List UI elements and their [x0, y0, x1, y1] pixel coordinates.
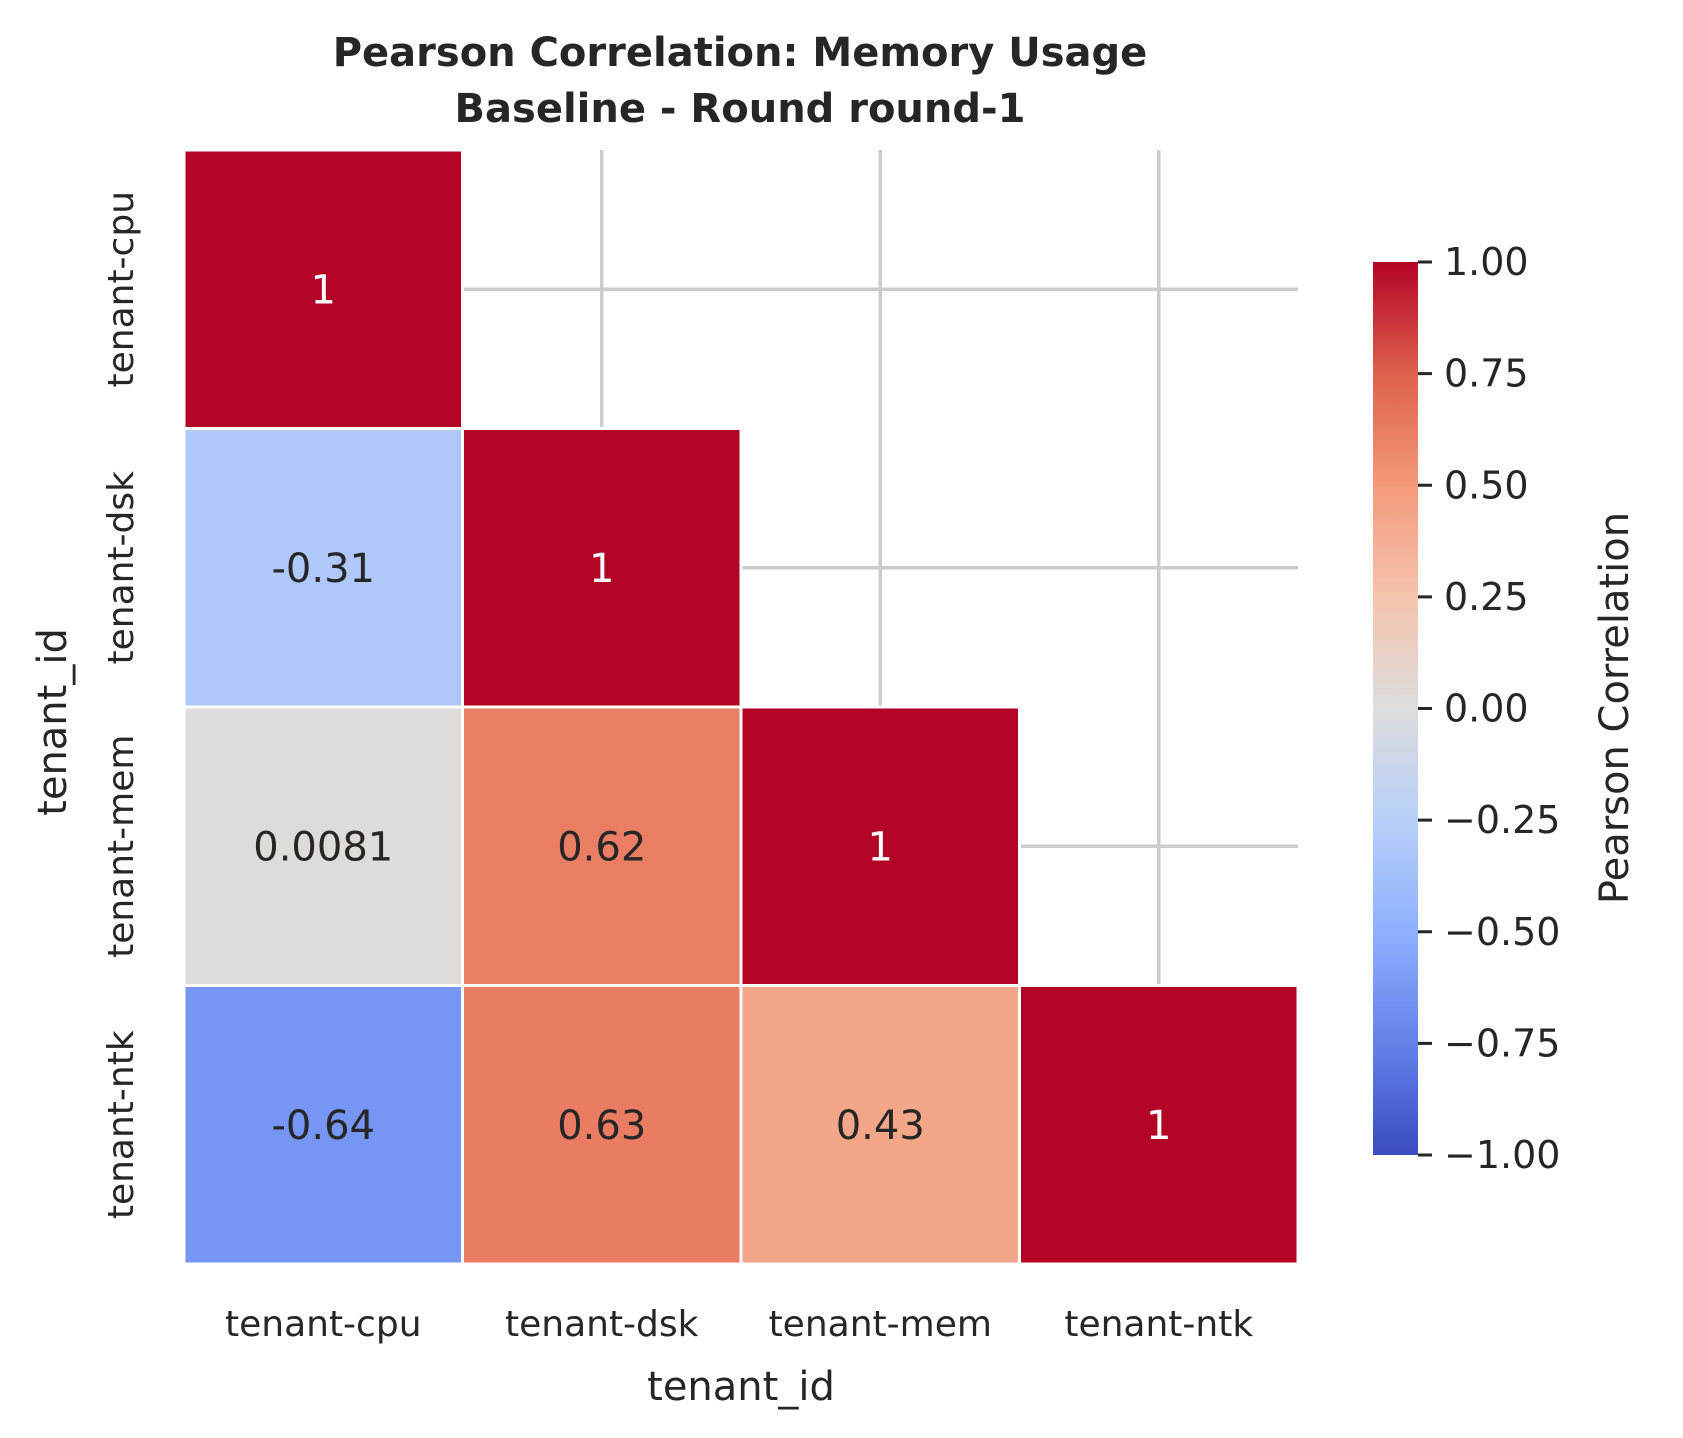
colorbar-tick-label: −1.00 [1444, 1133, 1560, 1177]
heatmap-cell-value: -0.64 [272, 1103, 376, 1149]
heatmap-cell-value: 1 [1146, 1103, 1171, 1149]
y-tick-label: tenant-ntk [101, 1030, 142, 1219]
y-axis-label: tenant_id [30, 628, 76, 816]
colorbar-ticks: 1.00 0.75 0.50 0.25 0.00 −0.25 −0.50 −0.75 −1.00 [1418, 240, 1560, 1177]
heatmap-cell-value: 0.62 [557, 824, 646, 870]
colorbar-tick-label: 0.25 [1444, 575, 1529, 619]
chart-title: Pearson Correlation: Memory Usage Baseli… [333, 30, 1148, 132]
heatmap-cell [739, 705, 1021, 987]
y-tick-label: tenant-dsk [101, 471, 142, 665]
colorbar-tick-label: 0.50 [1444, 463, 1529, 507]
heatmap-cell [182, 984, 464, 1266]
y-tick-label: tenant-mem [101, 735, 142, 958]
heatmap-cell-labels: 1 -0.31 1 0.0081 0.62 1 -0.64 0.63 0.43 1 [253, 267, 1171, 1149]
heatmap-cells [182, 148, 1300, 1266]
heatmap-cell [182, 427, 464, 709]
heatmap-cell [182, 148, 464, 430]
colorbar-tick-label: 1.00 [1444, 240, 1529, 284]
heatmap-cell [461, 984, 743, 1266]
heatmap-cell [1018, 984, 1300, 1266]
x-axis-label: tenant_id [647, 1364, 835, 1410]
heatmap-cell-value: 0.43 [836, 1103, 925, 1149]
heatmap-cell-value: 0.63 [557, 1103, 646, 1149]
heatmap-cell-value: 1 [868, 824, 893, 870]
x-tick-label: tenant-mem [769, 1304, 992, 1345]
heatmap-cell-value: 0.0081 [253, 824, 393, 870]
y-tick-label: tenant-cpu [101, 191, 142, 388]
colorbar-label: Pearson Correlation [1592, 512, 1638, 904]
colorbar-tick-label: −0.75 [1444, 1021, 1560, 1065]
x-axis-tick-labels: tenant-cpu tenant-dsk tenant-mem tenant-ntk [225, 1304, 1253, 1345]
x-tick-label: tenant-cpu [225, 1304, 422, 1345]
colorbar [1373, 262, 1418, 1155]
heatmap-cell [461, 427, 743, 709]
chart-title-line-2: Baseline - Round round-1 [455, 86, 1026, 132]
y-axis-tick-labels: tenant-cpu tenant-dsk tenant-mem tenant-ntk [101, 191, 142, 1219]
x-tick-label: tenant-ntk [1064, 1304, 1253, 1345]
colorbar-tick-label: −0.25 [1444, 798, 1560, 842]
heatmap-cell-value: 1 [589, 546, 614, 592]
heatmap-cell [739, 984, 1021, 1266]
chart-title-line-1: Pearson Correlation: Memory Usage [333, 30, 1148, 76]
colorbar-tick-label: 0.75 [1444, 352, 1529, 396]
colorbar-tick-label: −0.50 [1444, 910, 1560, 954]
heatmap-cell-value: 1 [311, 267, 336, 313]
x-tick-label: tenant-dsk [505, 1304, 699, 1345]
heatmap-cell-value: -0.31 [272, 546, 376, 592]
colorbar-tick-label: 0.00 [1444, 687, 1529, 731]
